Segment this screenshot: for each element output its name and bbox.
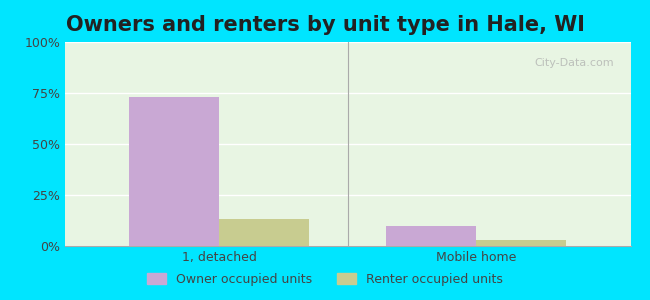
Text: City-Data.com: City-Data.com — [534, 58, 614, 68]
Text: Owners and renters by unit type in Hale, WI: Owners and renters by unit type in Hale,… — [66, 15, 584, 35]
Bar — [219, 220, 309, 246]
Legend: Owner occupied units, Renter occupied units: Owner occupied units, Renter occupied un… — [142, 268, 508, 291]
Bar — [476, 240, 566, 246]
Bar — [129, 97, 219, 246]
Bar — [386, 226, 476, 246]
